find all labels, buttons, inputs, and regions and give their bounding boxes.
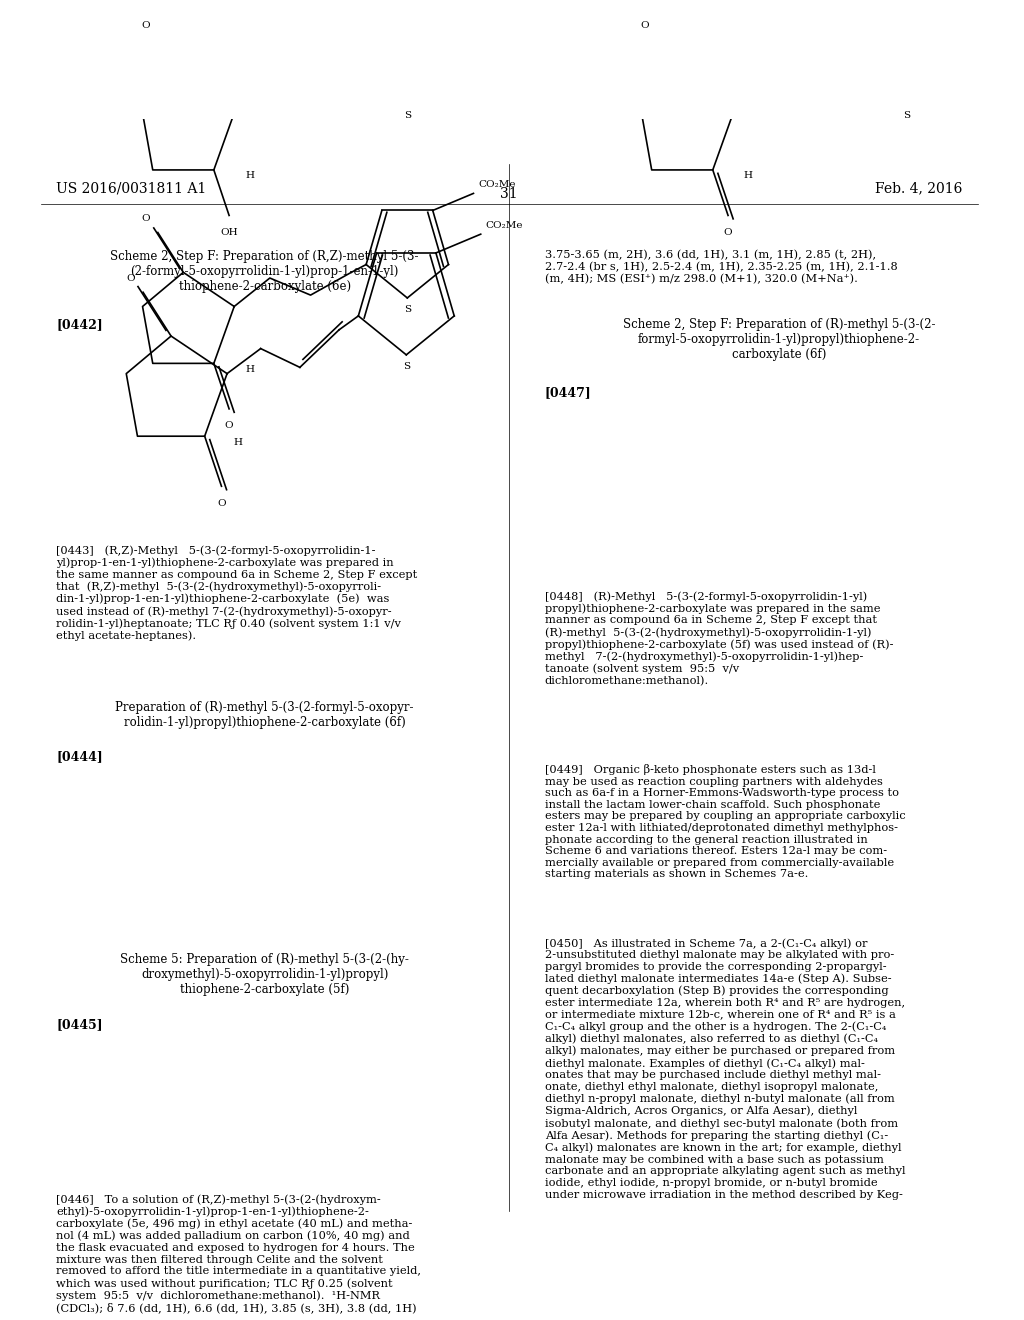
Text: [0446]   To a solution of (R,Z)-methyl 5-(3-(2-(hydroxym-
ethyl)-5-oxopyrrolidin: [0446] To a solution of (R,Z)-methyl 5-(… (56, 1195, 421, 1313)
Text: S: S (402, 362, 410, 371)
Text: Feb. 4, 2016: Feb. 4, 2016 (874, 181, 963, 195)
Text: S: S (403, 111, 411, 120)
Text: O: O (724, 228, 732, 238)
Text: O: O (225, 421, 233, 430)
Text: H: H (743, 172, 753, 180)
Text: [0450]   As illustrated in Scheme 7a, a 2-(C₁-C₄ alkyl) or
2-unsubstituted dieth: [0450] As illustrated in Scheme 7a, a 2-… (545, 939, 905, 1200)
Text: Scheme 2, Step F: Preparation of (R)-methyl 5-(3-(2-
formyl-5-oxopyrrolidin-1-yl: Scheme 2, Step F: Preparation of (R)-met… (623, 318, 935, 360)
Text: CO₂Me: CO₂Me (478, 180, 516, 189)
Text: [0444]: [0444] (56, 750, 102, 763)
Text: 31: 31 (501, 187, 518, 201)
Text: 3.75-3.65 (m, 2H), 3.6 (dd, 1H), 3.1 (m, 1H), 2.85 (t, 2H),
2.7-2.4 (br s, 1H), : 3.75-3.65 (m, 2H), 3.6 (dd, 1H), 3.1 (m,… (545, 249, 897, 284)
Text: OH: OH (220, 228, 238, 238)
Text: [0442]: [0442] (56, 318, 102, 331)
Text: O: O (141, 21, 150, 30)
Text: [0445]: [0445] (56, 1018, 102, 1031)
Text: CO₂Me: CO₂Me (485, 220, 523, 230)
Text: Preparation of (R)-methyl 5-(3-(2-formyl-5-oxopyr-
rolidin-1-yl)propyl)thiophene: Preparation of (R)-methyl 5-(3-(2-formyl… (116, 701, 414, 730)
Text: [0443]   (R,Z)-Methyl   5-(3-(2-formyl-5-oxopyrrolidin-1-
yl)prop-1-en-1-yl)thio: [0443] (R,Z)-Methyl 5-(3-(2-formyl-5-oxo… (56, 545, 417, 642)
Text: O: O (217, 499, 225, 508)
Text: H: H (245, 172, 254, 180)
Text: S: S (403, 305, 411, 314)
Text: [0448]   (R)-Methyl   5-(3-(2-formyl-5-oxopyrrolidin-1-yl)
propyl)thiophene-2-ca: [0448] (R)-Methyl 5-(3-(2-formyl-5-oxopy… (545, 591, 893, 686)
Text: S: S (903, 111, 909, 120)
Text: O: O (141, 214, 150, 223)
Text: H: H (245, 364, 254, 374)
Text: O: O (127, 275, 135, 282)
Text: Scheme 2, Step F: Preparation of (R,Z)-methyl 5-(3-
(2-formyl-5-oxopyrrolidin-1-: Scheme 2, Step F: Preparation of (R,Z)-m… (111, 249, 419, 293)
Text: H: H (233, 438, 243, 447)
Text: US 2016/0031811 A1: US 2016/0031811 A1 (56, 181, 206, 195)
Text: [0449]   Organic β-keto phosphonate esters such as 13d-l
may be used as reaction: [0449] Organic β-keto phosphonate esters… (545, 764, 905, 879)
Text: O: O (640, 21, 649, 30)
Text: [0447]: [0447] (545, 387, 592, 399)
Text: Scheme 5: Preparation of (R)-methyl 5-(3-(2-(hy-
droxymethyl)-5-oxopyrrolidin-1-: Scheme 5: Preparation of (R)-methyl 5-(3… (120, 953, 410, 995)
